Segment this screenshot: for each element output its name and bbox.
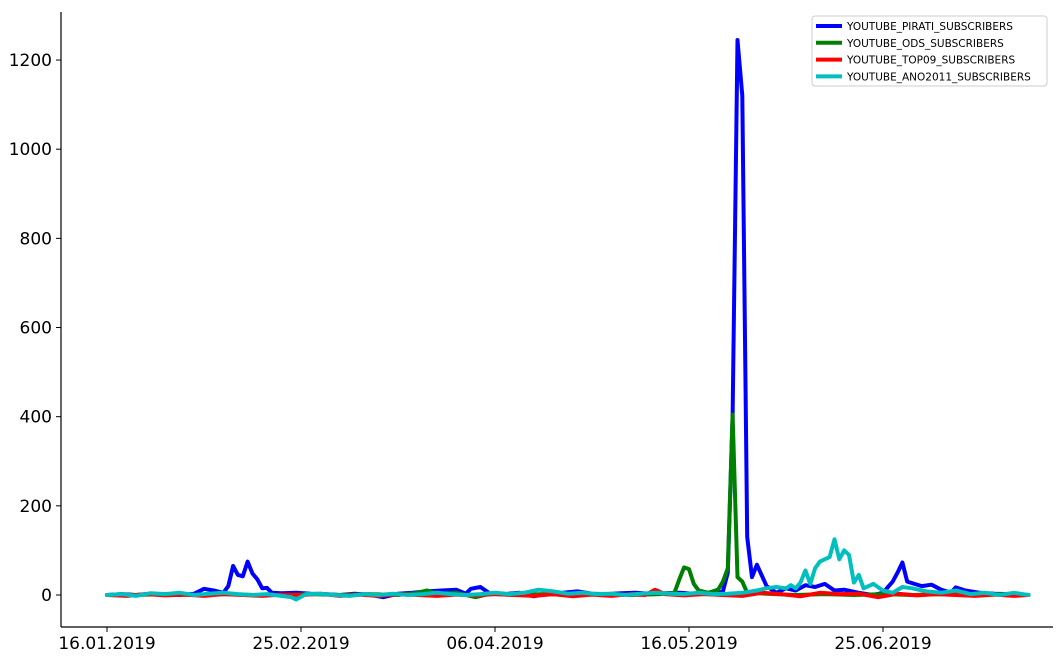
legend-label: YOUTUBE_PIRATI_SUBSCRIBERS bbox=[846, 21, 1013, 33]
plot-area bbox=[105, 38, 1031, 602]
x-tick-label: 25.06.2019 bbox=[834, 634, 931, 654]
legend: YOUTUBE_PIRATI_SUBSCRIBERS YOUTUBE_ODS_S… bbox=[811, 15, 1048, 87]
x-ticks: 16.01.2019 25.02.2019 06.04.2019 16.05.2… bbox=[58, 627, 932, 654]
legend-label: YOUTUBE_ODS_SUBSCRIBERS bbox=[846, 38, 1004, 50]
series-line bbox=[105, 537, 1031, 602]
y-tick-label: 1000 bbox=[9, 140, 52, 160]
y-tick-label: 400 bbox=[20, 408, 52, 428]
x-tick-label: 16.05.2019 bbox=[640, 634, 737, 654]
y-tick-label: 0 bbox=[41, 586, 52, 606]
legend-label: YOUTUBE_TOP09_SUBSCRIBERS bbox=[846, 55, 1015, 67]
y-tick-label: 800 bbox=[20, 229, 52, 249]
x-tick-label: 16.01.2019 bbox=[58, 634, 155, 654]
legend-label: YOUTUBE_ANO2011_SUBSCRIBERS bbox=[846, 71, 1031, 83]
series-line bbox=[105, 38, 1031, 600]
y-tick-label: 600 bbox=[20, 319, 52, 339]
y-tick-label: 1200 bbox=[9, 51, 52, 71]
x-tick-label: 25.02.2019 bbox=[252, 634, 349, 654]
axes bbox=[60, 12, 1053, 628]
x-tick-label: 06.04.2019 bbox=[446, 634, 543, 654]
legend-box bbox=[811, 15, 1048, 87]
y-tick-label: 200 bbox=[20, 497, 52, 517]
y-ticks: 0 200 400 600 800 1000 1200 bbox=[9, 51, 61, 606]
